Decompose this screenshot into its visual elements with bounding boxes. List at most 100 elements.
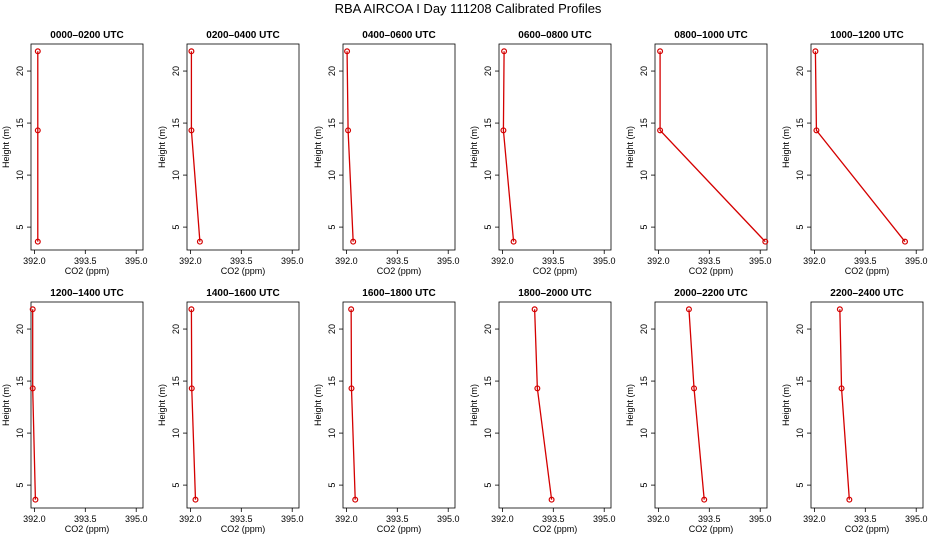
x-tick-label: 392.0 (179, 514, 202, 524)
data-point (685, 306, 692, 313)
y-axis-label: Height (m) (625, 126, 635, 168)
x-tick-label: 392.0 (491, 514, 514, 524)
x-axis-label: CO2 (ppm) (689, 524, 734, 534)
profile-line (814, 51, 906, 243)
y-axis-label: Height (m) (625, 384, 635, 426)
y-tick-label: 20 (483, 324, 493, 334)
x-tick-label: 393.5 (698, 514, 721, 524)
data-point (500, 127, 507, 134)
plot-frame (30, 43, 144, 251)
x-axis-label: CO2 (ppm) (65, 266, 110, 276)
x-tick-label: 395.0 (905, 514, 928, 524)
y-tick-label: 20 (15, 66, 25, 76)
x-tick-label: 395.0 (281, 514, 304, 524)
y-tick-label: 10 (639, 428, 649, 438)
data-point (348, 385, 355, 392)
x-tick-label: 392.0 (803, 256, 826, 266)
y-tick-label: 5 (15, 225, 25, 230)
data-point (192, 496, 199, 503)
profile-line (839, 309, 850, 500)
x-tick-label: 393.5 (230, 514, 253, 524)
y-tick-label: 20 (795, 324, 805, 334)
y-tick-label: 5 (639, 483, 649, 488)
y-tick-label: 15 (639, 118, 649, 128)
y-tick-label: 15 (795, 118, 805, 128)
y-tick-label: 20 (327, 324, 337, 334)
x-tick-label: 392.0 (335, 256, 358, 266)
y-tick-label: 15 (15, 376, 25, 386)
y-tick-label: 10 (327, 170, 337, 180)
x-axis-label: CO2 (ppm) (221, 266, 266, 276)
y-tick-label: 15 (483, 376, 493, 386)
panel-title: 1600–1800 UTC (362, 288, 435, 299)
x-tick-label: 395.0 (125, 256, 148, 266)
x-axis-label: CO2 (ppm) (845, 524, 890, 534)
y-tick-label: 10 (483, 170, 493, 180)
y-tick-label: 5 (795, 225, 805, 230)
data-point (838, 385, 845, 392)
plot-frame (30, 301, 144, 509)
data-point (32, 496, 39, 503)
data-point (345, 127, 352, 134)
data-point (691, 385, 698, 392)
data-point (188, 48, 195, 55)
y-axis-label: Height (m) (781, 384, 791, 426)
y-tick-label: 20 (483, 66, 493, 76)
data-point (531, 306, 538, 313)
x-tick-label: 395.0 (749, 514, 772, 524)
x-tick-label: 393.5 (854, 256, 877, 266)
x-tick-label: 392.0 (23, 514, 46, 524)
y-tick-label: 5 (795, 483, 805, 488)
data-point (352, 496, 359, 503)
y-tick-label: 5 (171, 225, 181, 230)
y-tick-label: 20 (171, 324, 181, 334)
data-point (701, 496, 708, 503)
plot-frame (654, 43, 768, 251)
y-tick-label: 15 (171, 118, 181, 128)
y-tick-label: 15 (171, 376, 181, 386)
profile-line (346, 51, 354, 242)
data-point (836, 306, 843, 313)
y-tick-label: 10 (15, 170, 25, 180)
x-axis-label: CO2 (ppm) (689, 266, 734, 276)
panel-title: 2000–2200 UTC (674, 288, 747, 299)
y-tick-label: 15 (795, 376, 805, 386)
data-point (762, 238, 769, 245)
x-axis-label: CO2 (ppm) (65, 524, 110, 534)
data-point (350, 238, 357, 245)
data-point (34, 238, 41, 245)
y-tick-label: 5 (327, 483, 337, 488)
x-tick-label: 395.0 (593, 514, 616, 524)
data-point (344, 48, 351, 55)
data-point (188, 385, 195, 392)
y-tick-label: 10 (795, 428, 805, 438)
data-point (34, 127, 41, 134)
x-tick-label: 395.0 (437, 256, 460, 266)
y-axis-label: Height (m) (157, 384, 167, 426)
x-tick-label: 395.0 (437, 514, 460, 524)
data-point (657, 127, 664, 134)
x-tick-label: 395.0 (905, 256, 928, 266)
x-tick-label: 393.5 (74, 256, 97, 266)
panel-title: 2200–2400 UTC (830, 288, 903, 299)
x-tick-label: 393.5 (386, 514, 409, 524)
data-point (902, 238, 909, 245)
y-tick-label: 10 (639, 170, 649, 180)
data-point (657, 48, 664, 55)
data-point (534, 385, 541, 392)
profile-line (688, 309, 705, 500)
y-tick-label: 10 (15, 428, 25, 438)
x-axis-label: CO2 (ppm) (533, 524, 578, 534)
plot-frame (342, 43, 456, 251)
data-point (548, 496, 555, 503)
x-tick-label: 392.0 (647, 514, 670, 524)
y-tick-label: 20 (639, 66, 649, 76)
y-tick-label: 15 (327, 118, 337, 128)
panel-title: 0800–1000 UTC (674, 30, 747, 41)
data-point (29, 306, 36, 313)
data-point (501, 48, 508, 55)
x-tick-label: 393.5 (698, 256, 721, 266)
x-tick-label: 393.5 (230, 256, 253, 266)
x-tick-label: 395.0 (125, 514, 148, 524)
